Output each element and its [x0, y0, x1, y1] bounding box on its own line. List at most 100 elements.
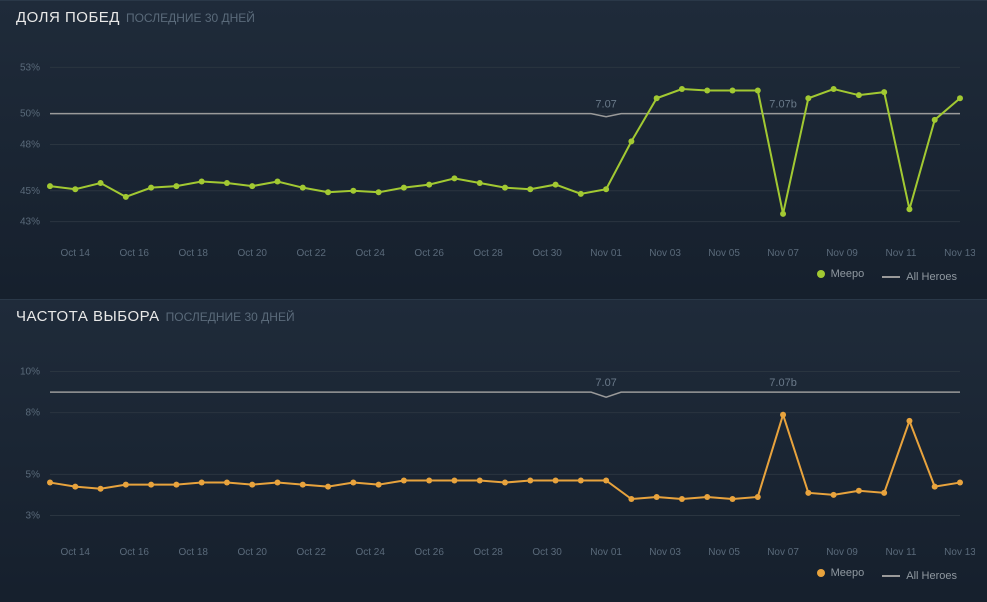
data-point[interactable] [300, 482, 306, 488]
data-point[interactable] [527, 186, 533, 192]
data-point[interactable] [856, 92, 862, 98]
data-point[interactable] [249, 183, 255, 189]
x-tick-label: Nov 07 [767, 248, 799, 259]
data-point[interactable] [325, 189, 331, 195]
data-point[interactable] [148, 185, 154, 191]
data-point[interactable] [704, 494, 710, 500]
data-point[interactable] [173, 482, 179, 488]
data-point[interactable] [199, 480, 205, 486]
legend-item-allheroes[interactable]: All Heroes [882, 570, 957, 582]
data-point[interactable] [856, 488, 862, 494]
data-point[interactable] [401, 185, 407, 191]
data-point[interactable] [477, 180, 483, 186]
data-point[interactable] [906, 206, 912, 212]
legend-item-allheroes[interactable]: All Heroes [882, 271, 957, 283]
x-tick-label: Oct 20 [237, 248, 267, 259]
data-point[interactable] [376, 189, 382, 195]
x-tick-label: Oct 14 [61, 248, 91, 259]
patch-label: 7.07b [769, 99, 797, 111]
x-tick-label: Oct 26 [414, 547, 444, 558]
data-point[interactable] [932, 117, 938, 123]
data-point[interactable] [704, 88, 710, 94]
data-point[interactable] [603, 186, 609, 192]
data-point[interactable] [932, 484, 938, 490]
data-point[interactable] [401, 478, 407, 484]
legend-item-meepo[interactable]: Meepo [817, 268, 865, 280]
data-point[interactable] [578, 478, 584, 484]
legend-label: All Heroes [906, 271, 957, 283]
data-point[interactable] [300, 185, 306, 191]
data-point[interactable] [148, 482, 154, 488]
data-point[interactable] [679, 496, 685, 502]
data-point[interactable] [603, 478, 609, 484]
data-point[interactable] [72, 186, 78, 192]
data-point[interactable] [881, 490, 887, 496]
data-point[interactable] [730, 496, 736, 502]
x-tick-label: Oct 28 [473, 547, 503, 558]
data-point[interactable] [98, 180, 104, 186]
winrate-series-line [50, 89, 960, 214]
data-point[interactable] [906, 418, 912, 424]
data-point[interactable] [881, 89, 887, 95]
data-point[interactable] [755, 494, 761, 500]
x-tick-label: Nov 11 [886, 248, 917, 259]
data-point[interactable] [628, 496, 634, 502]
data-point[interactable] [654, 494, 660, 500]
data-point[interactable] [502, 185, 508, 191]
data-point[interactable] [831, 492, 837, 498]
data-point[interactable] [47, 183, 53, 189]
data-point[interactable] [805, 490, 811, 496]
data-point[interactable] [451, 175, 457, 181]
data-point[interactable] [527, 478, 533, 484]
data-point[interactable] [224, 480, 230, 486]
data-point[interactable] [477, 478, 483, 484]
data-point[interactable] [679, 86, 685, 92]
data-point[interactable] [780, 412, 786, 418]
x-tick-label: Nov 03 [649, 547, 681, 558]
x-tick-label: Oct 22 [296, 248, 326, 259]
data-point[interactable] [173, 183, 179, 189]
y-tick-label: 43% [20, 217, 40, 228]
data-point[interactable] [275, 480, 281, 486]
data-point[interactable] [123, 482, 129, 488]
chart-title: ЧАСТОТА ВЫБОРА [16, 308, 160, 325]
data-point[interactable] [426, 478, 432, 484]
data-point[interactable] [249, 482, 255, 488]
x-tick-label: Oct 22 [296, 547, 326, 558]
pickrate-chart-panel: ЧАСТОТА ВЫБОРАПОСЛЕДНИЕ 30 ДНЕЙ3%5%8%10%… [0, 299, 987, 592]
data-point[interactable] [426, 182, 432, 188]
data-point[interactable] [831, 86, 837, 92]
y-tick-label: 48% [20, 140, 40, 151]
y-tick-label: 53% [20, 62, 40, 73]
data-point[interactable] [957, 480, 963, 486]
data-point[interactable] [730, 88, 736, 94]
data-point[interactable] [275, 179, 281, 185]
data-point[interactable] [805, 95, 811, 101]
chart-subtitle: ПОСЛЕДНИЕ 30 ДНЕЙ [126, 11, 255, 25]
data-point[interactable] [376, 482, 382, 488]
data-point[interactable] [780, 211, 786, 217]
data-point[interactable] [957, 95, 963, 101]
x-tick-label: Oct 30 [532, 248, 562, 259]
data-point[interactable] [755, 88, 761, 94]
x-tick-label: Oct 20 [237, 547, 267, 558]
x-tick-label: Nov 01 [590, 248, 622, 259]
data-point[interactable] [224, 180, 230, 186]
legend-item-meepo[interactable]: Meepo [817, 567, 865, 579]
data-point[interactable] [199, 179, 205, 185]
data-point[interactable] [502, 480, 508, 486]
data-point[interactable] [578, 191, 584, 197]
data-point[interactable] [123, 194, 129, 200]
data-point[interactable] [325, 484, 331, 490]
data-point[interactable] [628, 138, 634, 144]
x-tick-label: Nov 07 [767, 547, 799, 558]
data-point[interactable] [451, 478, 457, 484]
data-point[interactable] [47, 480, 53, 486]
data-point[interactable] [98, 486, 104, 492]
data-point[interactable] [350, 188, 356, 194]
data-point[interactable] [553, 182, 559, 188]
data-point[interactable] [350, 480, 356, 486]
data-point[interactable] [654, 95, 660, 101]
data-point[interactable] [72, 484, 78, 490]
data-point[interactable] [553, 478, 559, 484]
